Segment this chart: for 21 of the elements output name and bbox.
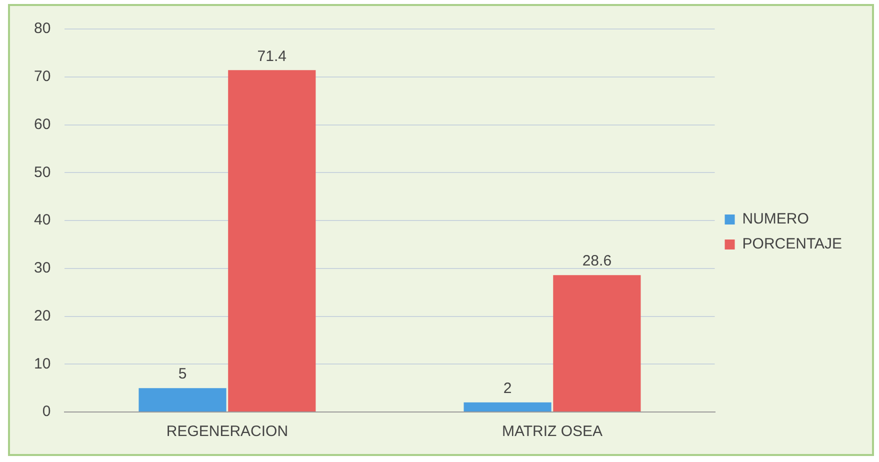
- data-label: 5: [178, 366, 187, 383]
- bar: [464, 402, 552, 412]
- data-label: 71.4: [257, 48, 286, 65]
- x-tick-label: REGENERACION: [166, 423, 288, 440]
- bar: [228, 70, 316, 412]
- y-tick-label: 50: [34, 164, 51, 181]
- y-tick-label: 80: [34, 20, 51, 38]
- y-tick-label: 10: [34, 355, 51, 372]
- y-tick-label: 20: [34, 307, 51, 324]
- bar: [138, 388, 226, 412]
- y-tick-label: 0: [42, 403, 51, 420]
- data-label: 28.6: [582, 252, 612, 270]
- y-tick-label: 70: [34, 68, 51, 86]
- legend-label: NUMERO: [742, 210, 809, 228]
- data-label: 2: [503, 380, 512, 398]
- x-tick-label: MATRIZ OSEA: [502, 423, 603, 440]
- legend-label: PORCENTAJE: [742, 236, 842, 253]
- y-tick-label: 30: [34, 260, 51, 277]
- bar: [553, 275, 641, 412]
- y-tick-label: 40: [34, 212, 51, 229]
- y-tick-label: 60: [34, 116, 51, 133]
